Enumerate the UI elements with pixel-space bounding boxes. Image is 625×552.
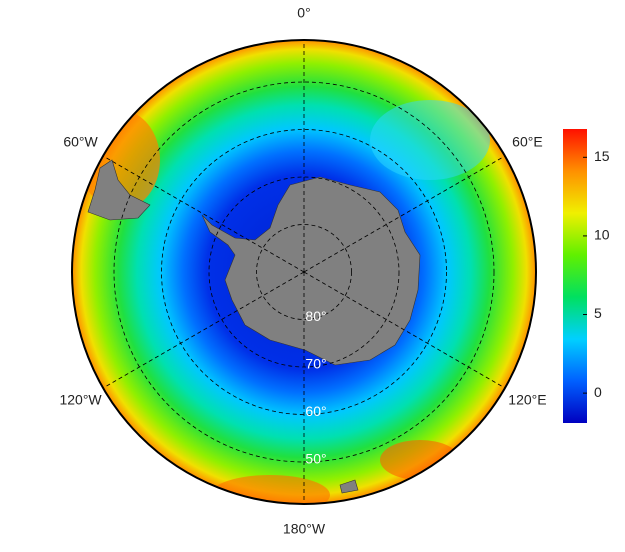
longitude-label: 180°W [283,521,326,537]
latitude-line [113,81,495,463]
colorbar [563,129,587,423]
colorbar-tick-label: 0 [594,384,602,400]
latitude-label: 80° [305,308,326,324]
latitude-label: 70° [305,356,326,372]
longitude-label: 120°E [508,392,546,408]
meridian [102,271,305,389]
antarctica [201,176,421,366]
latitude-label: 60° [305,403,326,419]
meridian [102,155,305,273]
latitude-line [161,129,447,415]
south-america [87,159,151,221]
latitude-line [256,224,352,320]
meridian [303,155,506,273]
island [339,479,359,494]
latitude-label: 50° [305,451,326,467]
colorbar-tick-label: 15 [594,148,610,164]
longitude-label: 60°E [512,134,543,150]
colorbar-tick-label: 10 [594,227,610,243]
meridian [303,271,506,389]
longitude-label: 0° [297,5,310,21]
longitude-label: 60°W [63,134,98,150]
longitude-label: 120°W [59,392,102,408]
colorbar-tick-label: 5 [594,305,602,321]
